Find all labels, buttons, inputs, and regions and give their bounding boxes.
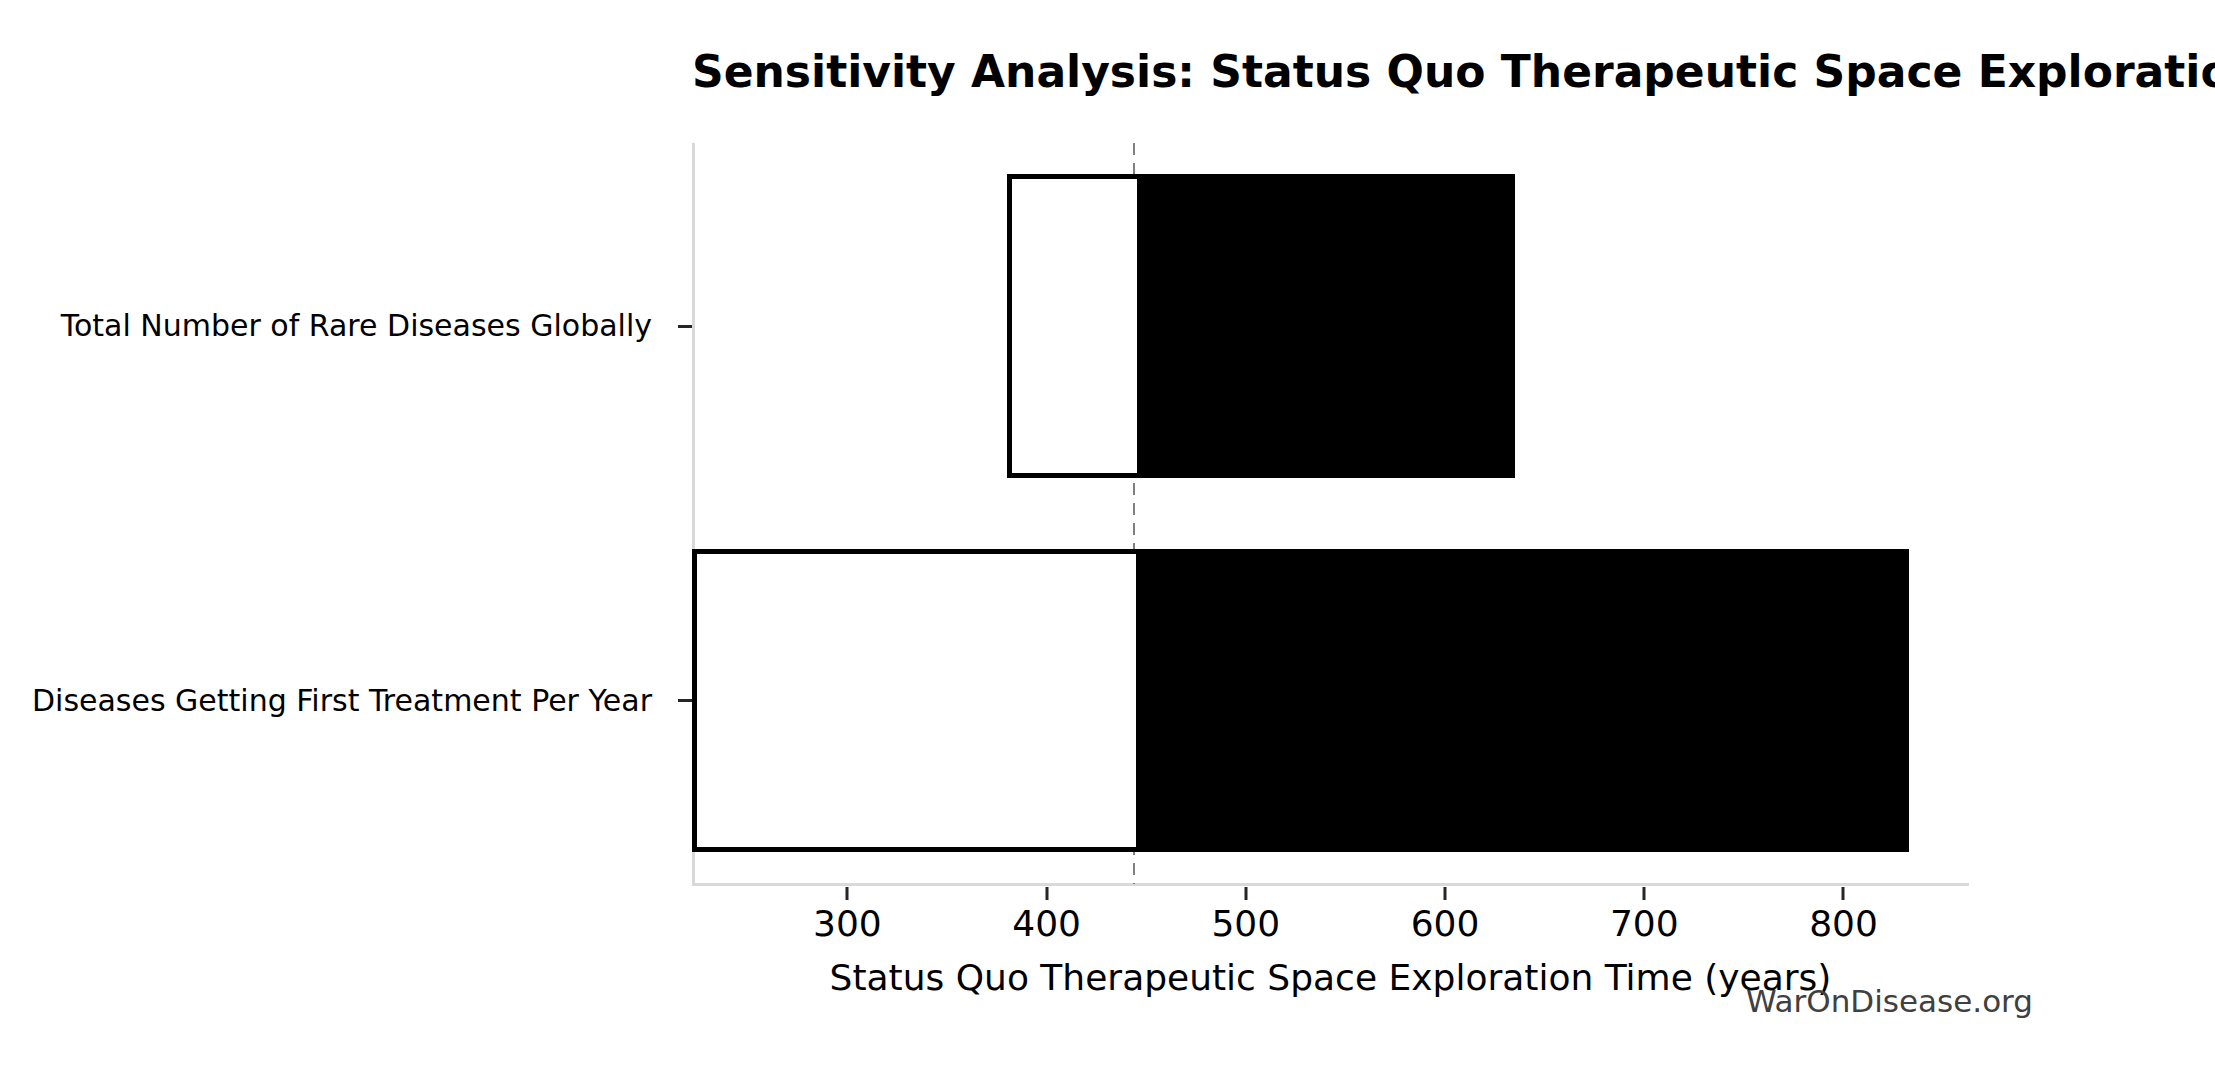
x-tick-label-500: 500	[1211, 902, 1280, 946]
category-label-1: Diseases Getting First Treatment Per Yea…	[32, 683, 652, 719]
x-tick-label-400: 400	[1012, 902, 1081, 946]
y-axis-category-labels: Total Number of Rare Diseases Globally Di…	[0, 143, 672, 884]
y-tick-mark-1	[678, 699, 692, 702]
chart-title: Sensitivity Analysis: Status Quo Therape…	[692, 48, 1969, 96]
x-tick-label-800: 800	[1809, 902, 1878, 946]
x-axis-spine	[692, 883, 1969, 886]
x-tick-mark-800	[1842, 887, 1845, 900]
y-tick-mark-0	[678, 325, 692, 328]
x-tick-mark-300	[846, 887, 849, 900]
plot-area: 300400500600700800	[692, 143, 1969, 884]
x-tick-label-600: 600	[1411, 902, 1480, 946]
x-tick-label-700: 700	[1610, 902, 1679, 946]
x-tick-mark-400	[1045, 887, 1048, 900]
watermark: WarOnDisease.org	[1746, 981, 2033, 1021]
category-label-0: Total Number of Rare Diseases Globally	[61, 308, 652, 344]
tornado-bar-1	[692, 549, 1909, 852]
x-tick-mark-700	[1643, 887, 1646, 900]
x-tick-mark-600	[1444, 887, 1447, 900]
x-tick-mark-500	[1244, 887, 1247, 900]
x-tick-label-300: 300	[813, 902, 882, 946]
tornado-bar-0	[1007, 174, 1515, 478]
